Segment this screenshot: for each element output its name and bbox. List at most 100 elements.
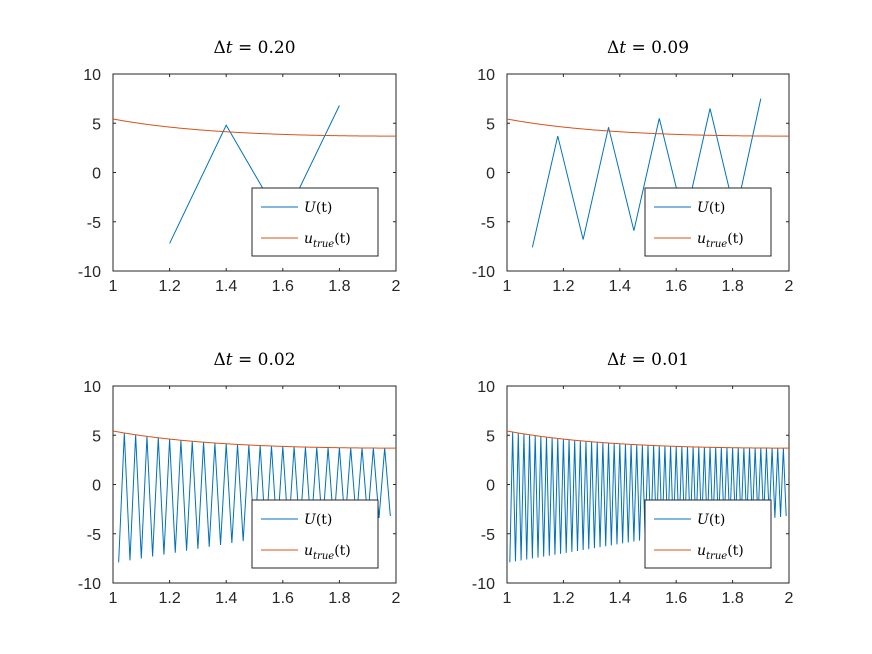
x-tick-label: 2 [785, 278, 794, 295]
legend-label: U(t) [304, 200, 332, 216]
legend-label-sub: true [706, 239, 727, 250]
x-tick-label: 1.2 [158, 590, 180, 607]
legend-label-sub: true [706, 551, 727, 562]
legend-label-sub: true [313, 239, 334, 250]
x-tick-label: 1.6 [272, 278, 294, 295]
x-tick-label: 1 [109, 278, 118, 295]
legend-box [251, 187, 379, 257]
series-line-utrue [507, 430, 789, 449]
title-delta: Δ [607, 350, 619, 370]
legend-label: utrue(t) [697, 231, 744, 250]
title-value: = 0.01 [626, 350, 689, 370]
legend-box [644, 187, 772, 257]
x-tick-label: 2 [392, 278, 401, 295]
y-tick-label: -5 [481, 215, 495, 232]
title-var: t [619, 350, 626, 370]
legend-label-main: U [697, 512, 710, 528]
y-tick-label: -5 [87, 215, 101, 232]
title-delta: Δ [213, 38, 225, 58]
subplot-title: Δt = 0.09 [607, 38, 689, 58]
subplot-title: Δt = 0.02 [213, 350, 295, 370]
y-tick-label: 10 [477, 379, 495, 396]
x-tick-label: 1.4 [609, 590, 631, 607]
legend: U(t)utrue(t) [644, 187, 772, 257]
x-tick-label: 1.4 [609, 278, 631, 295]
y-tick-label: 10 [83, 379, 101, 396]
y-tick-label: 5 [486, 116, 495, 133]
x-tick-label: 2 [392, 590, 401, 607]
legend-label-arg: (t) [316, 200, 333, 216]
legend-label: utrue(t) [697, 543, 744, 562]
x-tick-label: 1.8 [721, 590, 743, 607]
y-tick-label: 0 [92, 166, 101, 183]
legend-label: U(t) [697, 200, 725, 216]
legend-box [644, 499, 772, 569]
legend-label-main: U [697, 200, 710, 216]
y-tick-label: 5 [92, 116, 101, 133]
legend-label-main: u [697, 231, 706, 247]
legend-label: utrue(t) [304, 543, 351, 562]
legend-label-main: u [304, 231, 313, 247]
legend-label-sub: true [313, 551, 334, 562]
subplot-title: Δt = 0.01 [607, 350, 689, 370]
x-tick-label: 1.4 [215, 278, 237, 295]
x-tick-label: 1 [109, 590, 118, 607]
legend-label-arg: (t) [709, 512, 726, 528]
x-tick-label: 1.2 [552, 590, 574, 607]
legend-label-main: u [304, 543, 313, 559]
y-tick-label: 5 [92, 428, 101, 445]
y-tick-label: -10 [78, 264, 101, 281]
legend-label: U(t) [697, 512, 725, 528]
legend-label-main: u [697, 543, 706, 559]
title-var: t [226, 350, 233, 370]
x-tick-label: 1 [503, 278, 512, 295]
y-tick-label: 5 [486, 428, 495, 445]
legend-label-arg: (t) [334, 543, 351, 559]
legend-label-arg: (t) [709, 200, 726, 216]
legend: U(t)utrue(t) [251, 187, 379, 257]
x-tick-label: 1.8 [328, 590, 350, 607]
y-tick-label: -5 [481, 527, 495, 544]
x-tick-label: 1 [503, 590, 512, 607]
x-tick-label: 1.2 [552, 278, 574, 295]
y-tick-label: 10 [83, 67, 101, 84]
y-tick-label: 0 [486, 478, 495, 495]
legend-box [251, 499, 379, 569]
y-tick-label: -10 [472, 576, 495, 593]
x-tick-label: 1.4 [215, 590, 237, 607]
title-var: t [619, 38, 626, 58]
legend: U(t)utrue(t) [644, 499, 772, 569]
title-var: t [226, 38, 233, 58]
legend-label-arg: (t) [727, 543, 744, 559]
plot-area [113, 105, 396, 244]
series-line-U [531, 98, 762, 248]
title-value: = 0.02 [233, 350, 296, 370]
title-value: = 0.09 [626, 38, 689, 58]
legend-label-arg: (t) [727, 231, 744, 247]
series-line-utrue [113, 118, 396, 137]
legend-label-main: U [304, 512, 317, 528]
legend-label-arg: (t) [316, 512, 333, 528]
x-tick-label: 1.6 [272, 590, 294, 607]
title-delta: Δ [213, 350, 225, 370]
x-tick-label: 1.8 [328, 278, 350, 295]
plot-area [507, 98, 789, 248]
legend-label-arg: (t) [334, 231, 351, 247]
y-tick-label: -10 [78, 576, 101, 593]
title-delta: Δ [607, 38, 619, 58]
y-tick-label: 0 [486, 166, 495, 183]
legend-label: utrue(t) [304, 231, 351, 250]
legend: U(t)utrue(t) [251, 499, 379, 569]
x-tick-label: 1.8 [721, 278, 743, 295]
y-tick-label: -10 [472, 264, 495, 281]
series-line-U [169, 105, 340, 244]
x-tick-label: 1.6 [665, 278, 687, 295]
legend-label-main: U [304, 200, 317, 216]
title-value: = 0.20 [233, 38, 296, 58]
y-tick-label: 10 [477, 67, 495, 84]
